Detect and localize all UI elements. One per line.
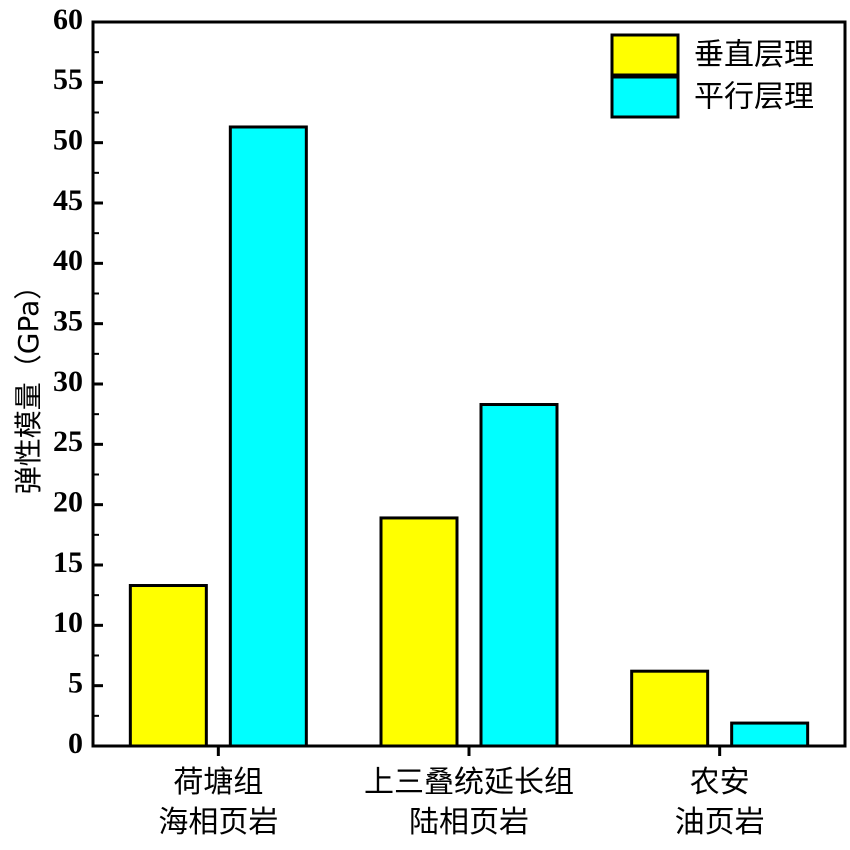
y-tick-label: 30 [53, 365, 83, 398]
bar-series2-cat2 [479, 403, 559, 748]
y-tick-label: 35 [53, 305, 83, 338]
bar-series2-cat3 [730, 721, 810, 748]
x-category-label: 荷塘组 [173, 765, 263, 800]
y-tick-label: 25 [53, 425, 83, 458]
y-axis-title: 弹性模量（GPa） [12, 272, 45, 494]
y-tick-label: 10 [53, 606, 83, 639]
y-tick-label: 60 [53, 3, 83, 36]
y-axis-ticks: 0 5 10 15 20 25 30 35 40 45 50 55 60 [53, 3, 103, 760]
legend-label: 垂直层理 [694, 38, 814, 73]
bar-series1-cat3 [630, 669, 710, 748]
bar-series1-cat2 [379, 516, 459, 748]
legend-swatch [610, 33, 680, 77]
y-tick-label: 0 [68, 727, 83, 760]
x-category-label: 农安 [690, 765, 750, 800]
y-tick-label: 55 [53, 63, 83, 96]
plot-frame [91, 20, 847, 748]
x-category-label: 海相页岩 [158, 805, 278, 840]
x-category-label: 上三叠统延长组 [364, 765, 574, 800]
y-tick-label: 15 [53, 546, 83, 579]
bar-series2-cat1 [228, 125, 308, 748]
x-category-label: 陆相页岩 [409, 805, 529, 840]
y-tick-label: 40 [53, 244, 83, 277]
legend-label: 平行层理 [694, 80, 814, 115]
bars [128, 125, 810, 748]
y-tick-label: 5 [68, 667, 83, 700]
bar-series1-cat1 [128, 584, 208, 748]
y-tick-label: 45 [53, 184, 83, 217]
x-category-label: 油页岩 [675, 805, 765, 840]
y-tick-label: 20 [53, 486, 83, 519]
legend-swatch [610, 75, 680, 119]
y-tick-label: 50 [53, 124, 83, 157]
